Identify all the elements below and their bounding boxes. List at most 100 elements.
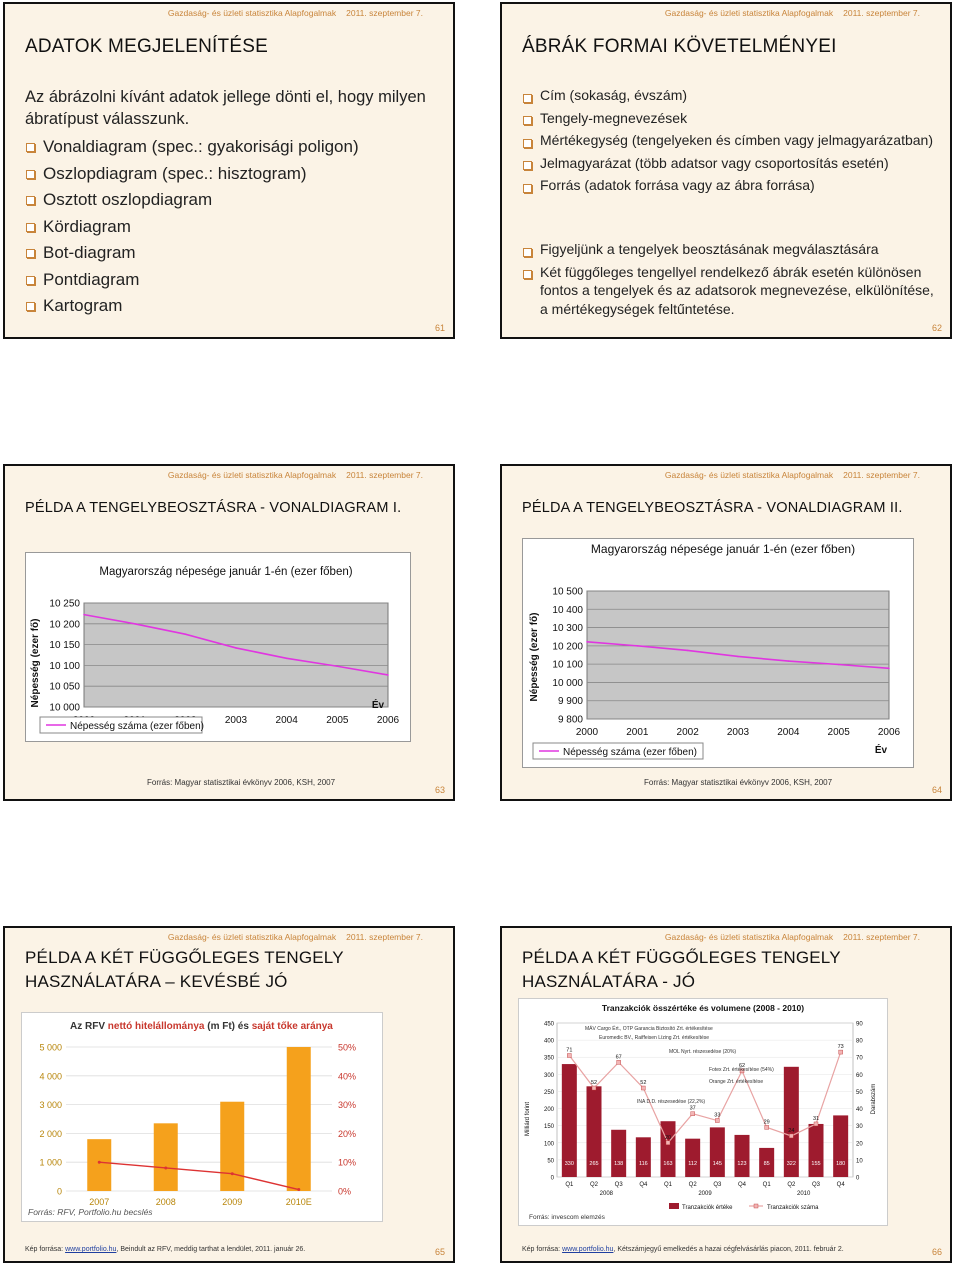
x-axis-label: Év	[875, 743, 888, 756]
x-tick-label: Q3	[713, 1182, 722, 1188]
data-point	[586, 641, 588, 643]
bar	[685, 1138, 701, 1177]
slide-title: PÉLDA A TENGELYBEOSZTÁSRA - VONALDIAGRAM…	[522, 500, 903, 516]
y-tick-label: 10 250	[49, 599, 80, 610]
equity-ratio-point	[164, 1166, 168, 1170]
y-tick-right: 0%	[338, 1187, 351, 1197]
data-point	[737, 655, 739, 658]
y-tick-label: 10 500	[552, 587, 583, 598]
deal-count-label: 52	[591, 1080, 597, 1086]
deal-count-label: 29	[764, 1119, 770, 1125]
y-tick-label: 10 100	[49, 661, 80, 672]
data-point	[133, 623, 136, 625]
plot-area	[83, 602, 389, 708]
annotation: Fotex Zrt. értékesítése (54%)	[709, 1067, 774, 1073]
slide-header: Gazdaság- és üzleti statisztika Alapfoga…	[167, 932, 423, 942]
slide-title: PÉLDA A TENGELYBEOSZTÁSRA - VONALDIAGRAM…	[25, 500, 402, 516]
chart-source: Forrás: invescom elemzés	[529, 1214, 606, 1221]
annotation: Euromedic BV., Raiffeisen Lízing Zrt. ér…	[599, 1035, 709, 1041]
slide-62: Gazdaság- és üzleti statisztika Alapfoga…	[500, 2, 952, 339]
x-tick-label: 2006	[878, 727, 901, 738]
caption-link[interactable]: www.portfolio.hu	[562, 1246, 614, 1253]
list-item: Tengely-megnevezések	[522, 109, 942, 128]
y-tick-label: 9 900	[558, 696, 583, 707]
deal-count-label: 20	[665, 1135, 671, 1141]
y-axis-label: Népesség (ezer fő)	[529, 613, 540, 702]
image-caption: Kép forrása: www.portfolio.hu, Beindult …	[25, 1246, 306, 1253]
deal-count-marker	[813, 1121, 819, 1127]
axis-advice-list: Figyeljünk a tengelyek beosztásának megv…	[522, 240, 942, 318]
deal-count-label: 52	[640, 1080, 646, 1086]
slide-61: Gazdaság- és üzleti statisztika Alapfoga…	[3, 2, 455, 339]
y-tick-left: 150	[544, 1124, 555, 1130]
list-item: Cím (sokaság, évszám)	[522, 86, 942, 105]
x-tick-label: Q3	[812, 1182, 821, 1188]
deal-count-label: 24	[788, 1128, 794, 1134]
chart-type-list: Vonaldiagram (spec.: gyakorisági poligon…	[25, 134, 359, 320]
chart-source: Forrás: RFV, Portfolio.hu becslés	[28, 1207, 153, 1217]
bar-value-label: 145	[713, 1161, 722, 1167]
image-caption: Kép forrása: www.portfolio.hu, Kétszámje…	[522, 1246, 844, 1253]
bar	[759, 1147, 775, 1177]
caption-link[interactable]: www.portfolio.hu	[65, 1246, 117, 1253]
bar-value-label: 138	[614, 1161, 623, 1167]
deal-count-marker	[616, 1060, 621, 1065]
data-point	[837, 663, 840, 666]
line-chart-63: Magyarország népesége január 1-én (ezer …	[25, 552, 411, 742]
y-tick-left: 2 000	[39, 1129, 62, 1139]
y-tick-left: 3 000	[39, 1100, 62, 1110]
slide-header: Gazdaság- és üzleti statisztika Alapfoga…	[664, 8, 920, 18]
data-point	[184, 633, 187, 635]
bar	[286, 1047, 311, 1191]
page-number: 65	[434, 1247, 445, 1257]
source-note: Forrás: Magyar statisztikai évkönyv 2006…	[147, 778, 336, 787]
page-number: 61	[434, 323, 445, 333]
slide-64: Gazdaság- és üzleti statisztika Alapfoga…	[500, 464, 952, 801]
equity-ratio-point	[297, 1188, 301, 1192]
slide-header: Gazdaság- és üzleti statisztika Alapfoga…	[664, 470, 920, 480]
deal-count-marker	[567, 1053, 572, 1058]
data-point	[787, 660, 790, 662]
slide-header: Gazdaság- és üzleti statisztika Alapfoga…	[664, 932, 920, 942]
x-tick-label: Q1	[664, 1182, 673, 1188]
x-tick-label: 2007	[89, 1197, 109, 1207]
deal-count-label: 33	[714, 1113, 720, 1119]
deal-count-label: 31	[813, 1116, 819, 1122]
deal-count-label: 62	[739, 1063, 745, 1069]
legend-box	[39, 716, 203, 734]
list-item: Jelmagyarázat (több adatsor vagy csoport…	[522, 154, 942, 173]
x-tick-label: 2003	[727, 727, 750, 738]
deal-count-marker	[764, 1125, 769, 1130]
y-tick-right: 40%	[338, 1071, 356, 1081]
y-tick-right: 60	[856, 1073, 863, 1079]
bar	[635, 1137, 651, 1177]
deal-count-marker	[715, 1118, 720, 1123]
slide-header: Gazdaság- és üzleti statisztika Alapfoga…	[167, 470, 423, 480]
deal-count-label: 71	[566, 1048, 572, 1054]
slide-title: ÁBRÁK FORMAI KÖVETELMÉNYEI	[522, 36, 837, 57]
x-tick-label: Q1	[565, 1182, 574, 1188]
bar	[833, 1115, 849, 1177]
dual-axis-chart-65: Az RFV nettó hitelállománya (m Ft) és sa…	[21, 1012, 383, 1222]
legend-label: Népesség száma (ezer főben)	[563, 747, 697, 758]
bar-value-label: 116	[639, 1161, 648, 1167]
year-label: 2009	[698, 1191, 712, 1197]
y-tick-left: 5 000	[39, 1043, 62, 1053]
list-item: Bot-diagram	[25, 240, 359, 267]
data-point	[686, 649, 689, 652]
y-tick-left: 0	[57, 1187, 62, 1197]
y-tick-right: 30	[856, 1124, 863, 1130]
bar-value-label: 85	[764, 1161, 770, 1167]
bar	[586, 1086, 602, 1177]
bar-value-label: 163	[663, 1161, 672, 1167]
y-tick-label: 10 050	[49, 682, 80, 693]
page-number: 62	[931, 323, 942, 333]
y-tick-label: 10 100	[552, 660, 583, 671]
slide-title: PÉLDA A KÉT FÜGGŐLEGES TENGELY HASZNÁLAT…	[25, 948, 344, 991]
x-tick-label: Q2	[787, 1182, 796, 1188]
annotation: MÁV Cargo Ért., OTP Garancia Biztosító Z…	[585, 1025, 713, 1032]
deal-count-marker	[838, 1049, 843, 1055]
x-tick-label: 2001	[626, 727, 649, 738]
x-tick-label: 2002	[677, 727, 700, 738]
list-item: Osztott oszlopdiagram	[25, 187, 359, 214]
